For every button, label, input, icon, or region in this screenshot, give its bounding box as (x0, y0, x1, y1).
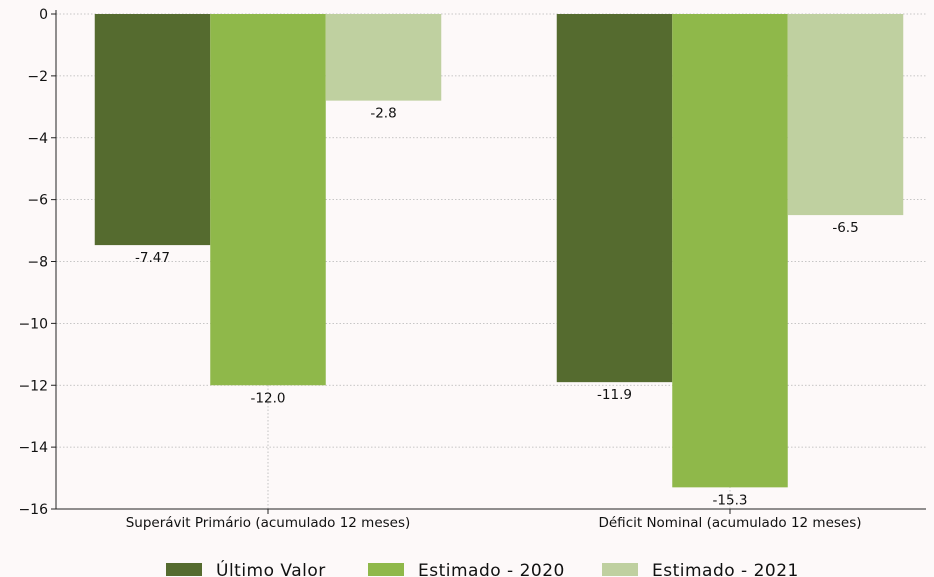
y-tick-label: −16 (18, 502, 48, 518)
x-tick-label: Superávit Primário (acumulado 12 meses) (126, 515, 411, 531)
data-label: -15.3 (713, 492, 748, 508)
y-tick-label: −4 (27, 131, 48, 147)
bar (210, 14, 326, 386)
data-label: -7.47 (135, 250, 170, 266)
legend-swatch (368, 563, 404, 576)
y-tick-label: −10 (18, 316, 48, 332)
y-tick-label: −12 (18, 378, 48, 394)
y-tick-label: −2 (27, 69, 48, 85)
legend-swatch (602, 563, 638, 576)
y-tick-label: 0 (39, 7, 48, 23)
x-tick-label: Déficit Nominal (acumulado 12 meses) (598, 515, 861, 531)
legend-label: Último Valor (216, 559, 326, 577)
bar (325, 14, 442, 101)
legend-swatch (166, 563, 202, 576)
bar (556, 14, 673, 383)
data-label: -6.5 (832, 220, 858, 236)
data-label: -11.9 (597, 387, 632, 403)
data-label: -12.0 (251, 390, 286, 406)
bar (94, 14, 211, 246)
y-tick-label: −8 (27, 255, 48, 271)
data-label: -2.8 (370, 106, 396, 122)
y-tick-label: −6 (27, 193, 48, 209)
y-tick-label: −14 (18, 440, 48, 456)
legend-label: Estimado - 2020 (418, 561, 565, 577)
bar (787, 14, 904, 216)
legend-label: Estimado - 2021 (652, 561, 799, 577)
bar (672, 14, 788, 488)
